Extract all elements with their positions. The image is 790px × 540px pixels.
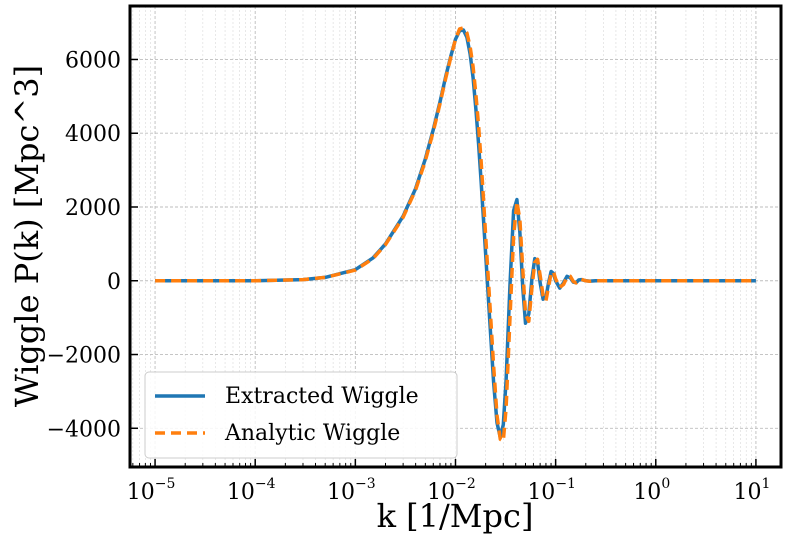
y-tick-label: −4000 <box>47 417 121 442</box>
x-tick-label: 10−3 <box>327 476 376 505</box>
plot-frame <box>128 4 783 469</box>
x-axis-label: k [1/Mpc] <box>377 497 534 535</box>
series-line-analytic-wiggle <box>155 26 756 443</box>
y-tick-label: 0 <box>107 270 121 295</box>
x-tick-label: 10−4 <box>227 476 276 505</box>
y-tick-label: −2000 <box>47 344 121 369</box>
x-tick-exponent: −5 <box>155 476 176 492</box>
legend-label-extracted: Extracted Wiggle <box>225 384 419 409</box>
x-tick-exponent: 1 <box>761 476 770 492</box>
x-tick-exponent: −3 <box>355 476 376 492</box>
x-tick-exponent: −2 <box>455 476 476 492</box>
data-series <box>155 26 756 443</box>
legend-label-analytic: Analytic Wiggle <box>224 421 400 446</box>
x-tick-label: 10−5 <box>127 476 176 505</box>
x-tick-exponent: 0 <box>661 476 670 492</box>
x-tick-label: 100 <box>633 476 670 505</box>
x-tick-exponent: −4 <box>255 476 276 492</box>
legend: Extracted Wiggle Analytic Wiggle <box>144 371 458 459</box>
x-tick-label: 101 <box>733 476 770 505</box>
y-axis-label: Wiggle P(k) [Mpc^3] <box>8 65 46 407</box>
x-tick-exponent: −1 <box>555 476 576 492</box>
y-tick-label: 6000 <box>65 48 121 73</box>
legend-box <box>144 371 458 459</box>
x-tick-label: 10−2 <box>427 476 476 505</box>
y-tick-label: 4000 <box>65 122 121 147</box>
y-tick-label: 2000 <box>65 196 121 221</box>
y-axis-ticks: −4000 −2000 0 2000 4000 6000 <box>47 48 138 442</box>
x-tick-label: 10−1 <box>527 476 576 505</box>
